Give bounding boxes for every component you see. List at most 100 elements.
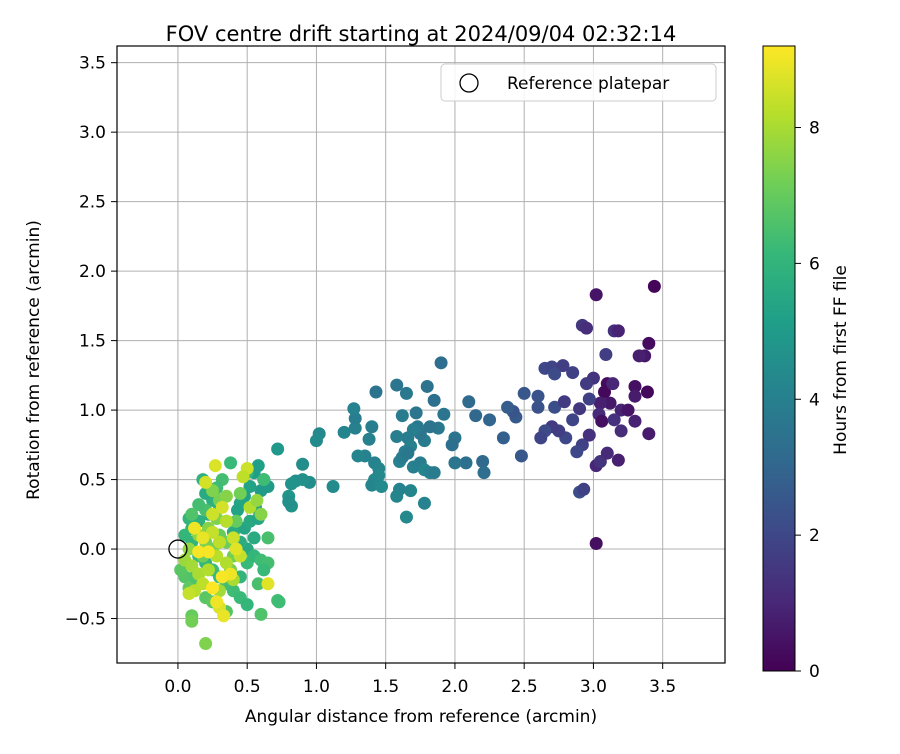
data-point <box>621 403 635 417</box>
data-point <box>427 466 441 480</box>
data-point <box>640 385 654 399</box>
data-point <box>589 536 603 550</box>
reference-layer <box>168 539 188 559</box>
data-point <box>337 425 351 439</box>
axes-frame <box>116 45 726 664</box>
data-point <box>199 475 213 489</box>
data-point <box>254 607 268 621</box>
data-point <box>240 598 254 612</box>
data-point <box>192 545 206 559</box>
data-point <box>600 446 614 460</box>
data-point <box>261 577 275 591</box>
data-point <box>326 480 340 494</box>
data-point <box>476 455 490 469</box>
data-point <box>534 431 548 445</box>
y-tick-label: 1.5 <box>79 332 106 352</box>
data-point <box>199 637 213 651</box>
x-tick-label: 2.5 <box>511 677 538 697</box>
data-point <box>459 456 473 470</box>
data-point <box>206 507 220 521</box>
legend-marker-open-circle <box>459 73 479 93</box>
data-point <box>566 413 580 427</box>
data-point <box>642 336 656 350</box>
colorbar-tick-label: 2 <box>809 526 820 546</box>
data-point <box>254 484 268 498</box>
data-point <box>208 459 222 473</box>
data-point <box>365 420 379 434</box>
data-point <box>434 356 448 370</box>
data-point <box>233 486 247 500</box>
data-point <box>417 496 431 510</box>
data-point <box>628 379 642 393</box>
data-point <box>531 389 545 403</box>
data-point <box>603 396 617 410</box>
data-point <box>399 510 413 524</box>
data-point <box>182 587 196 601</box>
x-tick-label: 0.5 <box>234 677 261 697</box>
data-point <box>395 409 409 423</box>
colorbar: 0 2 4 6 8 Hours from first FF file <box>762 45 851 682</box>
data-point <box>642 427 656 441</box>
data-point <box>254 507 268 521</box>
data-point <box>224 456 238 470</box>
data-point <box>390 489 404 503</box>
data-point <box>348 421 362 435</box>
data-point <box>390 429 404 443</box>
data-point <box>348 411 362 425</box>
data-point <box>347 402 361 416</box>
data-point <box>296 457 310 471</box>
data-point <box>174 563 188 577</box>
data-point <box>582 392 596 406</box>
data-point <box>582 428 596 442</box>
data-point <box>210 595 224 609</box>
y-tick-label: 0.5 <box>79 471 106 491</box>
data-point <box>647 279 661 293</box>
data-point <box>514 449 528 463</box>
x-tick-label: 0.0 <box>164 677 191 697</box>
data-point <box>570 445 584 459</box>
y-axis-label: Rotation from reference (arcmin) <box>24 220 44 500</box>
data-point <box>566 366 580 380</box>
data-point <box>215 500 229 514</box>
data-point <box>599 348 613 361</box>
data-point <box>589 288 603 302</box>
data-point <box>593 396 607 410</box>
data-point <box>257 473 271 487</box>
data-point <box>236 470 250 484</box>
data-point <box>212 535 226 549</box>
y-tick-label: 3.5 <box>79 54 106 74</box>
data-point <box>611 453 625 467</box>
data-point <box>365 478 379 492</box>
y-tick-label: −0.5 <box>65 610 106 630</box>
data-point <box>595 414 609 428</box>
colorbar-tick-label: 4 <box>809 390 820 410</box>
data-point <box>185 614 199 628</box>
colorbar-gradient <box>763 46 795 671</box>
x-tick-label: 3.5 <box>649 677 676 697</box>
data-point <box>282 495 296 509</box>
x-tick-label: 1.0 <box>303 677 330 697</box>
data-point <box>285 477 299 491</box>
data-point <box>462 395 476 409</box>
data-point <box>219 514 233 528</box>
data-point <box>390 378 404 392</box>
data-point <box>250 493 264 507</box>
data-point <box>271 442 285 456</box>
data-point <box>192 567 206 581</box>
data-point <box>272 595 286 609</box>
data-point <box>606 377 620 391</box>
data-point <box>206 581 220 595</box>
data-point <box>309 434 323 448</box>
data-point <box>548 400 562 414</box>
data-point <box>188 521 202 535</box>
data-point <box>423 420 437 434</box>
data-point <box>351 449 365 463</box>
data-point <box>243 480 257 494</box>
x-axis-label: Angular distance from reference (arcmin) <box>245 707 597 727</box>
data-point <box>577 482 591 496</box>
legend: Reference platepar <box>440 63 717 102</box>
y-tick-label: 2.0 <box>79 262 106 282</box>
legend-box <box>440 63 717 102</box>
